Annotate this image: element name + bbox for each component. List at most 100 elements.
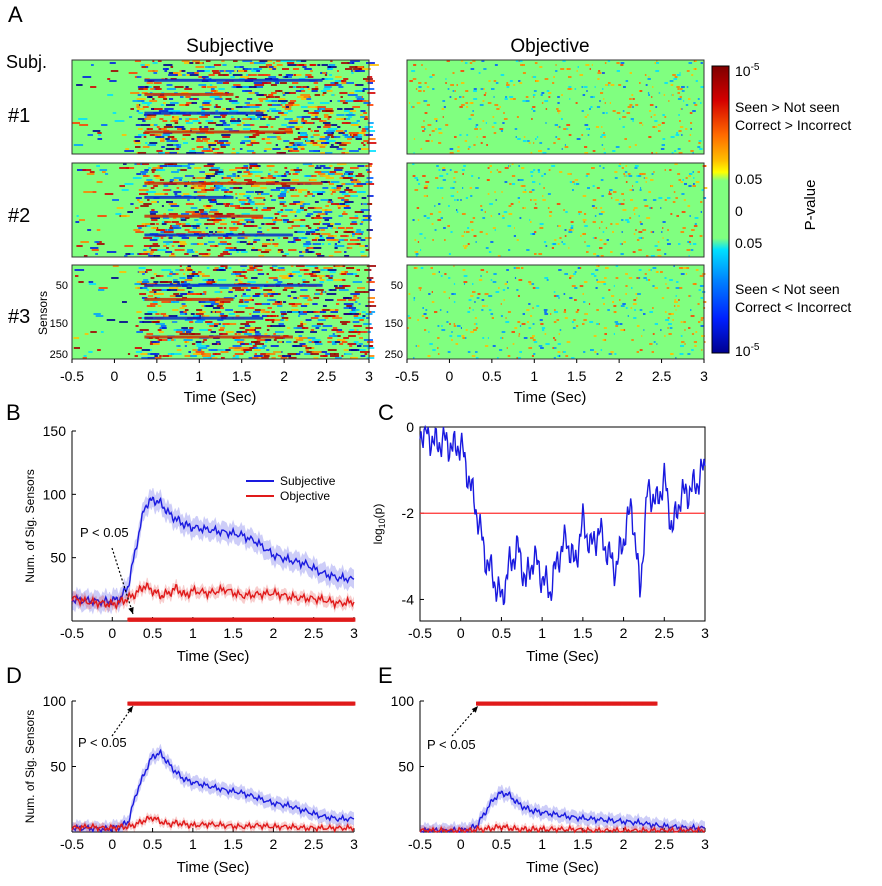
heatmap-cell bbox=[218, 140, 229, 142]
heatmap-cell bbox=[178, 223, 186, 225]
heatmap-cell bbox=[268, 66, 274, 68]
heatmap-cell bbox=[644, 205, 649, 207]
heatmap-cell bbox=[447, 88, 450, 90]
heatmap-cell bbox=[194, 275, 198, 277]
heatmap-cell bbox=[413, 267, 417, 269]
heatmap-cell bbox=[150, 217, 160, 219]
heatmap-cell bbox=[594, 351, 597, 353]
heatmap-cell bbox=[124, 245, 134, 247]
heatmap-cell bbox=[424, 185, 429, 187]
heatmap-cell bbox=[453, 323, 456, 325]
heatmap-cell bbox=[283, 301, 287, 303]
heatmap-cell bbox=[685, 177, 688, 179]
heatmap-cell bbox=[475, 126, 477, 128]
heatmap-cell bbox=[367, 301, 375, 303]
heatmap-cell bbox=[254, 331, 260, 333]
heatmap-cell bbox=[316, 140, 326, 142]
heatmap-cell bbox=[299, 311, 305, 313]
heatmap-cell bbox=[336, 303, 340, 305]
y-axis-label: log10(p) bbox=[371, 504, 387, 545]
heatmap-cell bbox=[212, 311, 215, 313]
heatmap-cell bbox=[622, 116, 627, 118]
heatmap-cell bbox=[214, 213, 223, 215]
heatmap-cell bbox=[239, 241, 247, 243]
heatmap-cell bbox=[345, 183, 355, 185]
heatmap-cell bbox=[295, 171, 300, 173]
heatmap-cell bbox=[346, 267, 354, 269]
heatmap-cell bbox=[619, 163, 621, 165]
heatmap-cell bbox=[480, 269, 485, 271]
heatmap-cell bbox=[196, 146, 204, 148]
heatmap-cell bbox=[548, 343, 550, 345]
heatmap-cell bbox=[166, 140, 172, 142]
heatmap-cell bbox=[247, 116, 255, 118]
heatmap-cell bbox=[336, 130, 344, 132]
heatmap-cell bbox=[225, 267, 228, 269]
heatmap-cell bbox=[334, 251, 342, 253]
heatmap-cell bbox=[180, 281, 187, 283]
heatmap-cell bbox=[589, 68, 591, 70]
heatmap-cell bbox=[694, 345, 697, 347]
heatmap-cell bbox=[138, 267, 146, 269]
heatmap-cell bbox=[427, 124, 432, 126]
heatmap-cell bbox=[690, 150, 694, 152]
heatmap-cell bbox=[498, 213, 501, 215]
heatmap-cell bbox=[322, 122, 331, 124]
heatmap-cell bbox=[158, 331, 164, 333]
heatmap-cell bbox=[74, 269, 85, 271]
heatmap-cell bbox=[289, 120, 298, 122]
heatmap-cell bbox=[143, 88, 148, 90]
heatmap-cell bbox=[185, 293, 195, 295]
y-tick-label: 50 bbox=[398, 759, 414, 775]
heatmap-cell bbox=[327, 269, 337, 271]
heatmap-cell bbox=[199, 311, 206, 313]
heatmap-cell bbox=[685, 128, 688, 130]
heatmap-cell bbox=[556, 203, 561, 205]
heatmap-cell bbox=[163, 64, 173, 66]
heatmap-cell bbox=[334, 82, 339, 84]
heatmap-cell bbox=[303, 245, 310, 247]
heatmap-cell bbox=[317, 319, 326, 321]
heatmap-cell bbox=[281, 175, 286, 177]
heatmap-cell bbox=[152, 60, 155, 62]
heatmap-cell bbox=[295, 331, 304, 333]
heatmap-cell bbox=[137, 86, 145, 88]
heatmap-cell bbox=[369, 279, 372, 281]
y-tick-label: 100 bbox=[43, 486, 67, 502]
heatmap-cell bbox=[288, 146, 298, 148]
heatmap-cell bbox=[167, 289, 178, 291]
heatmap-cell bbox=[591, 167, 595, 169]
heatmap-cell bbox=[310, 265, 318, 267]
heatmap-cell bbox=[299, 343, 306, 345]
heatmap-cell bbox=[361, 311, 366, 313]
heatmap-cell bbox=[329, 112, 334, 114]
x-tick-label: -0.5 bbox=[60, 836, 84, 852]
heatmap-band bbox=[144, 283, 323, 287]
heatmap-cell bbox=[425, 140, 430, 142]
heatmap-cell bbox=[325, 275, 330, 277]
heatmap-cell bbox=[97, 132, 102, 134]
heatmap-cell bbox=[554, 124, 558, 126]
x-tick-label: 0 bbox=[108, 836, 116, 852]
heatmap-cell bbox=[322, 217, 333, 219]
heatmap-cell bbox=[445, 124, 449, 126]
heatmap-cell bbox=[300, 205, 305, 207]
heatmap-cell bbox=[559, 329, 562, 331]
heatmap-cell bbox=[570, 221, 574, 223]
heatmap-cell bbox=[414, 177, 418, 179]
heatmap-cell bbox=[486, 305, 488, 307]
heatmap-cell bbox=[496, 108, 500, 110]
heatmap-cell bbox=[238, 301, 244, 303]
heatmap-cell bbox=[686, 249, 691, 251]
heatmap-cell bbox=[270, 84, 277, 86]
heatmap-cell bbox=[171, 253, 175, 255]
heatmap-cell bbox=[310, 142, 318, 144]
heatmap-cell bbox=[356, 191, 366, 193]
heatmap-cell bbox=[322, 72, 327, 74]
heatmap-cell bbox=[647, 92, 650, 94]
heatmap-cell bbox=[652, 285, 655, 287]
heatmap-cell bbox=[691, 74, 694, 76]
y-tick-label: 100 bbox=[43, 693, 67, 709]
heatmap-cell bbox=[344, 136, 352, 138]
heatmap-cell bbox=[509, 80, 513, 82]
